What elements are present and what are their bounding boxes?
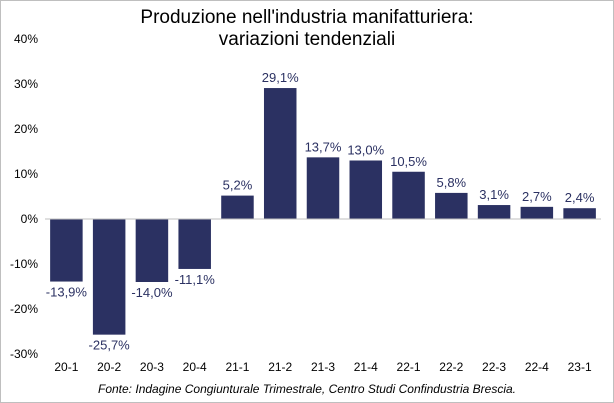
x-tick-label: 20-4 xyxy=(183,360,207,374)
data-label: -11,1% xyxy=(175,272,216,287)
data-label: 2,4% xyxy=(565,190,595,205)
x-tick-label: 22-3 xyxy=(482,360,506,374)
data-label: 29,1% xyxy=(262,70,299,85)
bar xyxy=(477,205,511,219)
bar xyxy=(520,206,554,219)
y-tick-label: 20% xyxy=(14,122,38,136)
bar xyxy=(178,219,211,269)
data-label: -13,9% xyxy=(46,285,88,300)
bar xyxy=(50,219,83,282)
x-tick-label: 23-1 xyxy=(568,360,592,374)
data-label: -25,7% xyxy=(89,338,131,353)
y-tick-label: -10% xyxy=(10,257,38,271)
bar xyxy=(306,157,340,219)
bar xyxy=(263,88,297,219)
bar xyxy=(135,219,169,282)
data-label: 13,7% xyxy=(305,139,342,154)
chart-title: Produzione nell'industria manifatturiera… xyxy=(1,7,613,51)
x-tick-label: 20-3 xyxy=(140,360,164,374)
data-label: 10,5% xyxy=(390,154,427,169)
y-tick-label: 40% xyxy=(14,32,38,46)
data-label: 5,2% xyxy=(223,178,253,193)
chart-title-line-1: Produzione nell'industria manifatturiera… xyxy=(140,7,474,28)
bar xyxy=(92,219,126,335)
x-tick-label: 21-4 xyxy=(354,360,378,374)
chart-title-line-2: variazioni tendenziali xyxy=(218,29,396,50)
data-label: -14,0% xyxy=(131,285,173,300)
x-tick-label: 22-2 xyxy=(439,360,463,374)
x-tick-label: 22-4 xyxy=(525,360,549,374)
bar xyxy=(563,208,596,219)
x-tick-label: 20-2 xyxy=(97,360,121,374)
x-tick-label: 21-3 xyxy=(311,360,335,374)
y-tick-label: -20% xyxy=(10,302,38,316)
y-tick-label: 0% xyxy=(21,212,39,226)
bar xyxy=(435,192,468,219)
y-tick-label: 10% xyxy=(14,167,38,181)
data-label: 13,0% xyxy=(347,143,384,158)
bar xyxy=(221,195,254,219)
x-tick-label: 20-1 xyxy=(54,360,78,374)
chart-source-note: Fonte: Indagine Congiunturale Trimestral… xyxy=(98,382,516,396)
data-label: 2,7% xyxy=(522,189,552,204)
y-tick-label: -30% xyxy=(10,347,38,361)
x-tick-label: 22-1 xyxy=(397,360,421,374)
bar xyxy=(392,171,425,219)
x-tick-label: 21-1 xyxy=(225,360,249,374)
x-tick-label: 21-2 xyxy=(268,360,292,374)
y-tick-label: 30% xyxy=(14,77,38,91)
bar xyxy=(349,160,383,219)
data-label: 3,1% xyxy=(479,187,509,202)
data-label: 5,8% xyxy=(436,175,466,190)
